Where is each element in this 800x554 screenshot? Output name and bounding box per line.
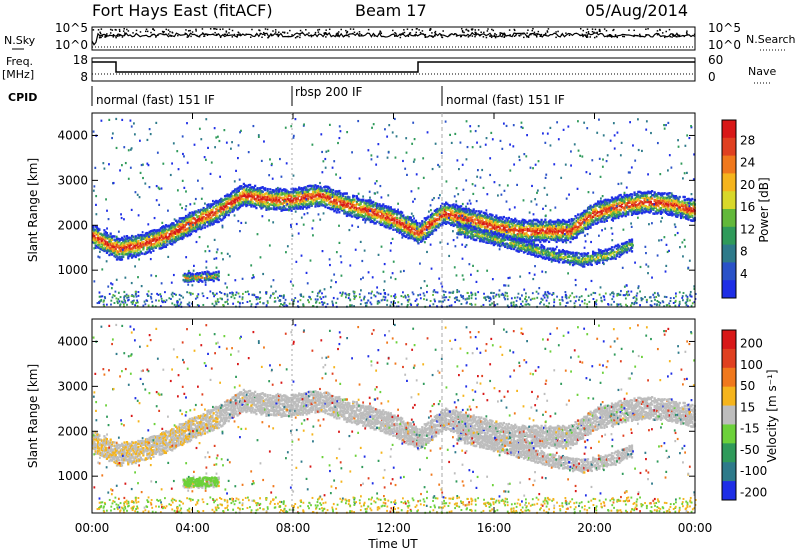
power-echoes [92, 117, 697, 309]
time-tick-label: 20:00 [577, 521, 612, 535]
power-yticks: 1000 2000 3000 4000 [57, 128, 695, 277]
freq-left-tick-bottom: 8 [80, 70, 88, 84]
colorbar-tick-label: 100 [740, 358, 763, 372]
colorbar-swatch [722, 280, 736, 299]
nsky-label: N.Sky [4, 34, 36, 47]
cpid-segment-3: normal (fast) 151 IF [446, 93, 565, 107]
range-tick-label: 3000 [57, 379, 88, 393]
colorbar-swatch [722, 244, 736, 263]
noise-left-tick-bottom: 10^0 [55, 38, 88, 52]
colorbar-swatch [722, 155, 736, 174]
beam-title: Beam 17 [355, 1, 427, 20]
colorbar-tick-label: -100 [740, 464, 767, 478]
cpid-segment-2: rbsp 200 IF [295, 85, 362, 99]
time-tick-label: 12:00 [376, 521, 411, 535]
colorbar-tick-label: 15 [740, 400, 755, 414]
colorbar-swatch [722, 120, 736, 139]
station-title: Fort Hays East (fitACF) [92, 1, 273, 20]
colorbar-swatch [722, 405, 736, 425]
colorbar-tick-label: 16 [740, 200, 755, 214]
colorbar-swatch [722, 348, 736, 369]
noise-trace [91, 28, 696, 48]
freq-right-tick-bottom: 0 [708, 70, 716, 84]
colorbar-swatch [722, 386, 736, 407]
colorbar-swatch [722, 367, 736, 388]
noise-panel: 10^5 10^0 10^5 10^0 [55, 21, 741, 52]
colorbar-swatch [722, 481, 736, 501]
range-tick-label: 4000 [57, 128, 88, 142]
colorbar-swatch [722, 443, 736, 463]
noise-right-tick-bottom: 10^0 [708, 38, 741, 52]
colorbar-tick-label: -200 [740, 485, 767, 499]
colorbar-tick-label: 20 [740, 178, 755, 192]
velocity-echoes [92, 323, 697, 515]
freq-right-tick-top: 60 [708, 53, 723, 67]
range-tick-label: 4000 [57, 334, 88, 348]
noise-left-tick-top: 10^5 [55, 21, 88, 35]
freq-panel: 18 8 60 0 [73, 53, 724, 84]
colorbar-tick-label: 50 [740, 379, 755, 393]
velocity-colorbar: 200 100 50 15 -15 -50 -100 -200 [721, 329, 767, 501]
colorbar-tick-label: 200 [740, 337, 763, 351]
velocity-panel: 1000 2000 3000 4000 Slant Range [km] 200 100… [26, 318, 779, 515]
time-axis-label: Time UT [367, 537, 418, 551]
velocity-ylabel: Slant Range [km] [26, 364, 40, 468]
mhz-label: [MHz] [2, 68, 34, 81]
cpid-segment-1: normal (fast) 151 IF [96, 93, 215, 107]
range-tick-label: 2000 [57, 424, 88, 438]
time-tick-label: 08:00 [276, 521, 311, 535]
colorbar-swatch [722, 137, 736, 157]
colorbar-tick-label: 4 [740, 267, 748, 281]
colorbar-tick-label: -50 [740, 443, 760, 457]
range-tick-label: 1000 [57, 469, 88, 483]
nsearch-label: N.Search [746, 33, 796, 46]
time-tick-label: 16:00 [477, 521, 512, 535]
velocity-colorbar-label: Velocity [m s⁻¹] [765, 369, 779, 462]
range-tick-label: 1000 [57, 263, 88, 277]
velocity-yticks: 1000 2000 3000 4000 [57, 334, 695, 483]
time-tick-label: 00:00 [678, 521, 713, 535]
cpid-label: CPID [8, 91, 37, 104]
colorbar-swatch [722, 173, 736, 192]
nave-label: Nave [748, 65, 776, 78]
colorbar-swatch [722, 209, 736, 228]
colorbar-tick-label: -15 [740, 422, 760, 436]
colorbar-tick-label: 24 [740, 156, 755, 170]
power-colorbar: 4 8 12 16 20 24 28 [721, 119, 755, 299]
power-ylabel: Slant Range [km] [26, 158, 40, 262]
colorbar-tick-label: 8 [740, 245, 748, 259]
power-panel: 1000 2000 3000 4000 Slant Range [km] 4 8 12 16… [26, 112, 771, 309]
colorbar-swatch [722, 191, 736, 210]
colorbar-swatch [722, 462, 736, 482]
colorbar-swatch [722, 330, 736, 350]
freq-left-tick-top: 18 [73, 53, 88, 67]
range-tick-label: 3000 [57, 173, 88, 187]
time-tick-label: 04:00 [175, 521, 210, 535]
time-axis-ticks: 00:00 04:00 08:00 12:00 16:00 20:00 00:00 [75, 113, 713, 535]
cpid-panel: normal (fast) 151 IF rbsp 200 IF normal … [91, 85, 565, 107]
time-tick-label: 00:00 [75, 521, 110, 535]
colorbar-tick-label: 12 [740, 222, 755, 236]
freq-label: Freq. [6, 55, 33, 68]
power-colorbar-label: Power [dB] [757, 177, 771, 242]
colorbar-swatch [722, 424, 736, 444]
colorbar-swatch [722, 226, 736, 246]
colorbar-swatch [722, 262, 736, 281]
colorbar-tick-label: 28 [740, 133, 755, 147]
range-tick-label: 2000 [57, 218, 88, 232]
freq-trace [92, 61, 695, 73]
date-title: 05/Aug/2014 [585, 1, 688, 20]
noise-right-tick-top: 10^5 [708, 21, 741, 35]
